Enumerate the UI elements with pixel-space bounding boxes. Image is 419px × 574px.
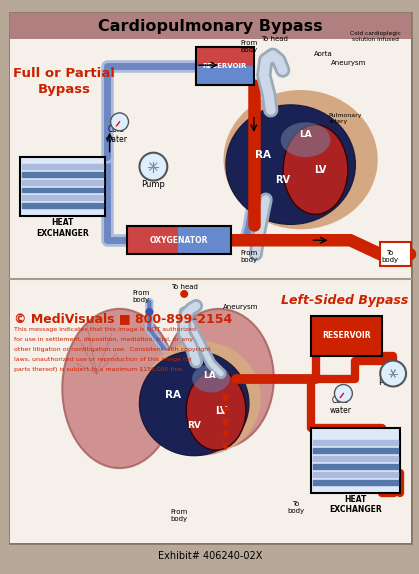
- Text: Pulmonary
artery: Pulmonary artery: [328, 113, 362, 124]
- Ellipse shape: [283, 125, 348, 214]
- Circle shape: [380, 360, 406, 386]
- Text: LV: LV: [215, 406, 227, 416]
- Text: Medi: Medi: [171, 356, 270, 390]
- Circle shape: [111, 113, 129, 131]
- Text: laws, unauthorized use or reproduction of this image (or: laws, unauthorized use or reproduction o…: [14, 357, 192, 362]
- Ellipse shape: [186, 371, 246, 450]
- Ellipse shape: [281, 122, 331, 157]
- Text: Pump: Pump: [142, 180, 166, 189]
- Text: From
body: From body: [240, 40, 258, 53]
- Bar: [178, 226, 230, 254]
- Circle shape: [180, 290, 188, 298]
- Text: OXYGENATOR: OXYGENATOR: [150, 236, 208, 245]
- Text: Copyr: Copyr: [211, 207, 329, 241]
- Ellipse shape: [164, 309, 274, 448]
- Bar: [10, 39, 411, 279]
- Text: Full or Partial
Bypass: Full or Partial Bypass: [13, 67, 115, 96]
- Text: To head: To head: [171, 284, 198, 290]
- Ellipse shape: [226, 105, 355, 224]
- Bar: [196, 66, 254, 85]
- Text: Exhibit# 406240-02X: Exhibit# 406240-02X: [158, 550, 262, 561]
- Text: RV: RV: [187, 421, 201, 430]
- Text: L: L: [7, 472, 34, 514]
- Text: From
body: From body: [240, 250, 258, 263]
- Bar: [310, 316, 382, 356]
- Text: From
body: From body: [133, 290, 150, 303]
- Text: SAMPLE: SAMPLE: [27, 214, 217, 255]
- Bar: [196, 47, 254, 66]
- Text: To
body: To body: [287, 501, 304, 514]
- Text: © MediVisuals ■ 800-899-2154: © MediVisuals ■ 800-899-2154: [14, 312, 233, 325]
- Bar: [20, 157, 105, 216]
- Text: Copyr: Copyr: [211, 422, 348, 464]
- Text: LA: LA: [299, 130, 312, 139]
- Text: Cold
water: Cold water: [329, 395, 352, 415]
- Bar: [127, 226, 231, 254]
- Ellipse shape: [223, 90, 378, 229]
- Text: RA: RA: [255, 150, 271, 160]
- Ellipse shape: [62, 309, 177, 468]
- Text: Aorta: Aorta: [313, 51, 332, 57]
- Text: To head: To head: [261, 36, 288, 42]
- Text: HEAT
EXCHANGER: HEAT EXCHANGER: [36, 218, 89, 238]
- Ellipse shape: [142, 341, 261, 456]
- Text: L: L: [7, 84, 34, 126]
- Text: Medi: Medi: [171, 476, 270, 510]
- Text: Medi: Medi: [171, 96, 277, 134]
- Text: Left-Sided Bypass: Left-Sided Bypass: [281, 294, 408, 307]
- Text: LA: LA: [203, 371, 215, 380]
- Bar: [310, 428, 400, 493]
- Text: for use in settlement, deposition, mediation, trial, or any: for use in settlement, deposition, media…: [14, 338, 193, 342]
- Bar: [196, 47, 254, 85]
- Text: Cardiopulmonary Bypass: Cardiopulmonary Bypass: [98, 19, 322, 34]
- Text: LV: LV: [314, 165, 327, 174]
- Text: Pump: Pump: [378, 378, 402, 387]
- Bar: [127, 226, 178, 254]
- Ellipse shape: [140, 351, 249, 456]
- Text: HEAT
EXCHANGER: HEAT EXCHANGER: [329, 495, 382, 514]
- Text: SAMPLE: SAMPLE: [12, 11, 239, 59]
- Text: To
body: To body: [382, 250, 399, 263]
- Bar: [10, 13, 411, 39]
- Text: Cold cardioplegic
solution infused: Cold cardioplegic solution infused: [350, 32, 401, 42]
- Text: Aneurysm: Aneurysm: [331, 60, 366, 66]
- Text: E: E: [27, 104, 56, 146]
- Text: Cold
water: Cold water: [106, 125, 127, 145]
- Text: RESERVOIR: RESERVOIR: [203, 63, 247, 69]
- Text: other litigation or nonlitigation use.  Consistent with copyright: other litigation or nonlitigation use. C…: [14, 347, 211, 352]
- Text: Copyr: Copyr: [211, 14, 357, 57]
- Text: This message indicates that this image is NOT authorized: This message indicates that this image i…: [14, 327, 196, 332]
- Text: SAMPLE: SAMPLE: [12, 421, 227, 466]
- Text: RESERVOIR: RESERVOIR: [322, 331, 371, 340]
- Text: RA: RA: [165, 390, 181, 401]
- Circle shape: [140, 153, 167, 181]
- Circle shape: [334, 385, 352, 402]
- Bar: [10, 279, 411, 542]
- Text: E: E: [27, 492, 56, 534]
- Text: From
body: From body: [171, 509, 188, 522]
- Bar: [380, 242, 411, 266]
- Text: RV: RV: [275, 174, 290, 185]
- Text: Medi: Medi: [171, 176, 277, 214]
- Text: Aneurysm: Aneurysm: [223, 304, 259, 310]
- Text: parts thereof) is subject to a maximum $150,000 fine.: parts thereof) is subject to a maximum $…: [14, 367, 184, 372]
- Text: L: L: [7, 164, 34, 205]
- Ellipse shape: [192, 364, 230, 393]
- Circle shape: [145, 308, 153, 316]
